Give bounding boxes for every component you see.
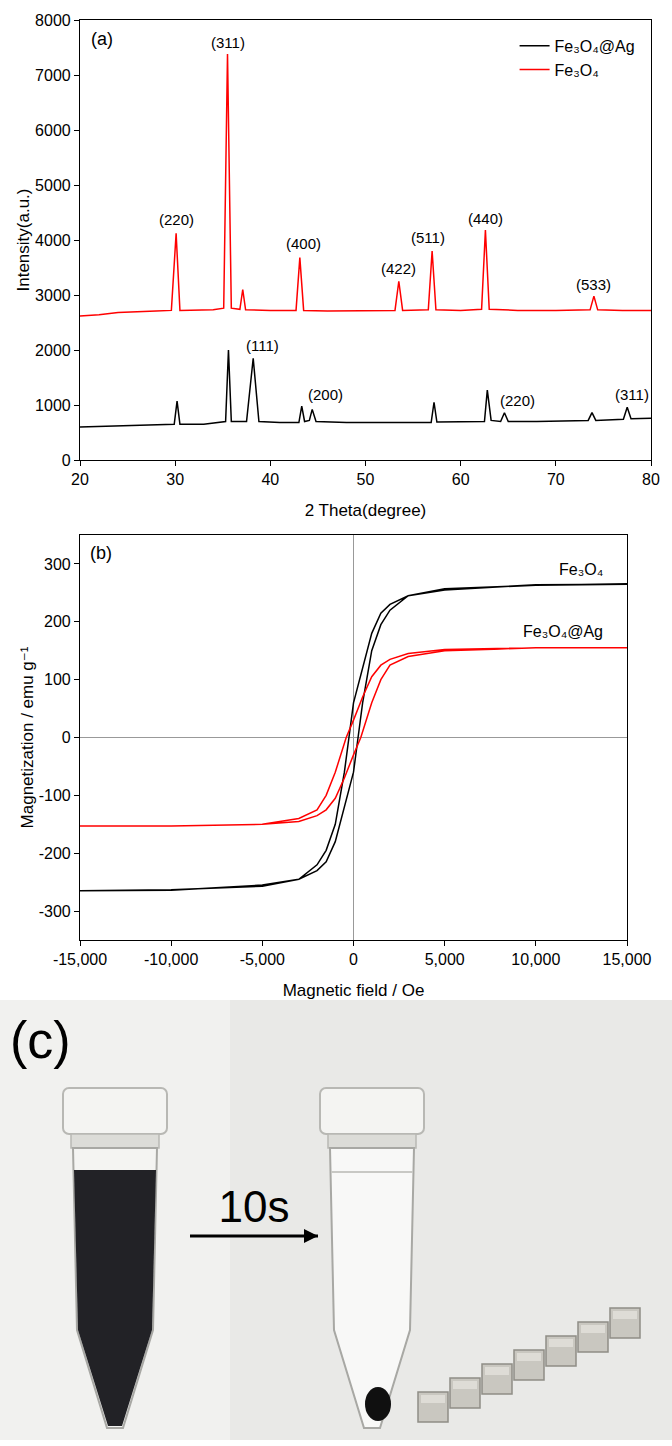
svg-text:40: 40	[261, 471, 279, 488]
svg-text:Magnetic field / Oe: Magnetic field / Oe	[283, 981, 425, 1000]
svg-text:-300: -300	[39, 903, 71, 920]
svg-text:1000: 1000	[35, 397, 71, 414]
svg-text:(311): (311)	[615, 386, 649, 403]
svg-text:(220): (220)	[500, 392, 535, 409]
svg-text:(a): (a)	[91, 29, 113, 49]
svg-text:0: 0	[349, 951, 358, 968]
svg-text:60: 60	[452, 471, 470, 488]
svg-text:(511): (511)	[411, 229, 445, 246]
svg-text:100: 100	[44, 671, 71, 688]
svg-text:(200): (200)	[308, 386, 343, 403]
svg-text:5000: 5000	[35, 177, 71, 194]
svg-text:-100: -100	[39, 787, 71, 804]
svg-text:(c): (c)	[10, 1011, 71, 1069]
svg-text:0: 0	[62, 729, 71, 746]
svg-text:(111): (111)	[246, 337, 279, 354]
svg-text:10s: 10s	[219, 1182, 290, 1231]
svg-text:(533): (533)	[576, 276, 611, 293]
svg-text:2000: 2000	[35, 342, 71, 359]
svg-text:(440): (440)	[468, 210, 503, 227]
svg-text:(b): (b)	[90, 543, 112, 563]
svg-text:-15,000: -15,000	[53, 951, 107, 968]
svg-text:15,000: 15,000	[603, 951, 652, 968]
svg-text:4000: 4000	[35, 232, 71, 249]
svg-text:300: 300	[44, 556, 71, 573]
svg-text:Fe₃O₄@Ag: Fe₃O₄@Ag	[555, 38, 635, 55]
svg-text:(311): (311)	[211, 34, 245, 51]
svg-text:(220): (220)	[159, 211, 194, 228]
svg-text:-10,000: -10,000	[144, 951, 198, 968]
svg-text:7000: 7000	[35, 67, 71, 84]
svg-text:6000: 6000	[35, 122, 71, 139]
svg-text:-5,000: -5,000	[240, 951, 285, 968]
svg-text:Magnetization / emu g⁻¹: Magnetization / emu g⁻¹	[18, 646, 37, 828]
svg-text:Fe₃O₄: Fe₃O₄	[559, 561, 603, 578]
svg-text:50: 50	[357, 471, 375, 488]
svg-text:-200: -200	[39, 845, 71, 862]
svg-text:0: 0	[62, 452, 71, 469]
svg-text:8000: 8000	[35, 12, 71, 29]
svg-text:Fe₃O₄@Ag: Fe₃O₄@Ag	[523, 623, 603, 640]
svg-text:2 Theta(degree): 2 Theta(degree)	[305, 501, 427, 520]
svg-text:(422): (422)	[381, 260, 416, 277]
svg-text:200: 200	[44, 613, 71, 630]
svg-text:70: 70	[547, 471, 565, 488]
svg-text:Intensity(a.u.): Intensity(a.u.)	[14, 189, 33, 292]
svg-text:20: 20	[71, 471, 89, 488]
svg-text:10,000: 10,000	[511, 951, 560, 968]
svg-text:(400): (400)	[286, 235, 321, 252]
svg-text:Fe₃O₄: Fe₃O₄	[555, 62, 599, 79]
svg-text:80: 80	[642, 471, 660, 488]
svg-text:5,000: 5,000	[425, 951, 465, 968]
svg-text:30: 30	[166, 471, 184, 488]
svg-text:3000: 3000	[35, 287, 71, 304]
